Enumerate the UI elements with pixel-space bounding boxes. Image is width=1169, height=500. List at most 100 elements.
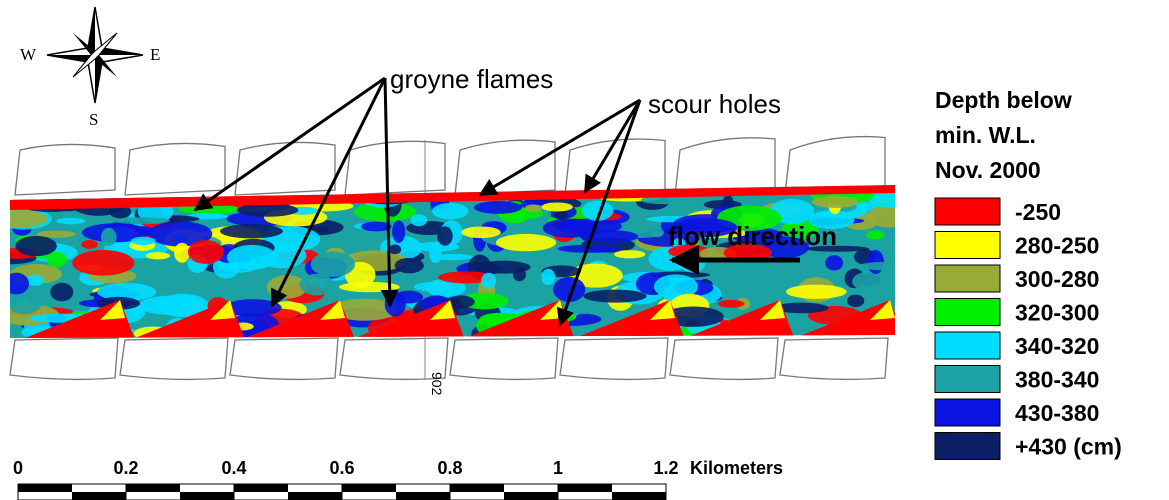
legend-swatch [935,399,1000,426]
scale-label: 0.8 [437,458,462,478]
depth-patch [56,218,85,225]
depth-patch [131,237,156,245]
scale-segment [72,492,126,500]
depth-patch [50,283,73,302]
depth-patch [300,274,334,296]
compass-west: W [20,45,37,64]
depth-patch [385,292,406,317]
scale-label: 0 [13,458,23,478]
legend-swatch [935,265,1000,292]
depth-patch [541,269,555,286]
depth-patch [866,191,923,208]
groyne-field [675,138,775,195]
depth-patch [859,262,915,271]
scale-segment [396,492,450,500]
legend-swatch [935,198,1000,225]
depth-patch [101,228,117,246]
depth-patch [114,217,170,224]
scale-label: 0.6 [329,458,354,478]
scale-label: 1.2 [653,458,678,478]
depth-patch [311,252,355,277]
depth-patch [139,296,203,315]
depth-patch [188,240,224,264]
scale-segment [558,484,612,492]
scale-segment [288,492,342,500]
depth-patch [437,226,453,245]
legend-swatch [935,299,1000,326]
annotation: flow direction [668,221,837,251]
depth-patch [395,258,424,273]
groyne-field [780,338,888,379]
scale-unit: Kilometers [690,458,783,478]
depth-patch [461,226,500,238]
depth-patch [220,224,283,238]
legend-title: Nov. 2000 [935,157,1041,183]
legend: Depth below min. W.L. Nov. 2000 -250 280-250… [935,87,1122,460]
scale-segment [180,492,234,500]
depth-patch [227,245,277,270]
legend-label: 320-300 [1015,300,1099,326]
station-label: 902 [429,372,445,396]
depth-patch [15,236,56,256]
depth-patch [866,206,917,228]
depth-patch [718,300,745,308]
depth-patch [481,273,496,289]
depth-patch [541,202,572,211]
depth-patch [513,267,526,281]
compass-east: E [150,45,160,64]
groyne-field [455,140,555,195]
groyne-field [670,338,778,379]
depth-patch [812,196,859,208]
legend-swatch [935,366,1000,393]
groyne-field [345,141,445,195]
legend-title: min. W.L. [935,122,1036,148]
depth-patch [652,228,664,237]
scale-label: 1 [553,458,563,478]
annotation: groyne flames [390,64,553,94]
legend-swatch [935,332,1000,359]
depth-patch [46,252,67,268]
groyne-field [560,338,668,379]
compass [47,7,143,103]
depth-patch [81,240,98,249]
depth-patch [392,220,405,243]
depth-patch [786,285,847,299]
scale-label: 0.2 [113,458,138,478]
legend-label: 280-250 [1015,233,1099,259]
map: 902 W E S groyne flames scour holes flow… [0,0,1169,500]
depth-patch [583,290,646,303]
legend-title: Depth below [935,87,1072,113]
legend-label: 300-280 [1015,266,1099,292]
legend-swatch [935,433,1000,460]
depth-patch [825,255,843,270]
depth-patch [432,203,469,219]
scale-segment [504,492,558,500]
groyne-field [125,143,225,195]
depth-patch [614,250,645,258]
depth-patch [389,244,401,254]
groyne-field [230,338,338,379]
depth-patch [4,273,29,295]
legend-label: +430 (cm) [1015,434,1122,460]
depth-patch [496,234,556,251]
legend-label: -250 [1015,199,1061,225]
depth-patch [146,252,171,259]
groyne-field [15,144,115,195]
annotation: scour holes [648,89,781,119]
groyne-field [450,338,558,379]
depth-patch [431,254,474,260]
scale-segment [18,484,72,492]
scale-segment [450,484,504,492]
scale-segment [612,492,666,500]
depth-patch [847,295,864,307]
depth-patch [474,201,522,214]
compass-south: S [89,110,98,129]
depth-patch [72,250,134,276]
legend-label: 380-340 [1015,367,1099,393]
scale-segment [234,484,288,492]
depth-patch [866,230,884,239]
scale-segment [126,484,180,492]
legend-label: 340-320 [1015,333,1099,359]
depth-patch [525,204,542,211]
